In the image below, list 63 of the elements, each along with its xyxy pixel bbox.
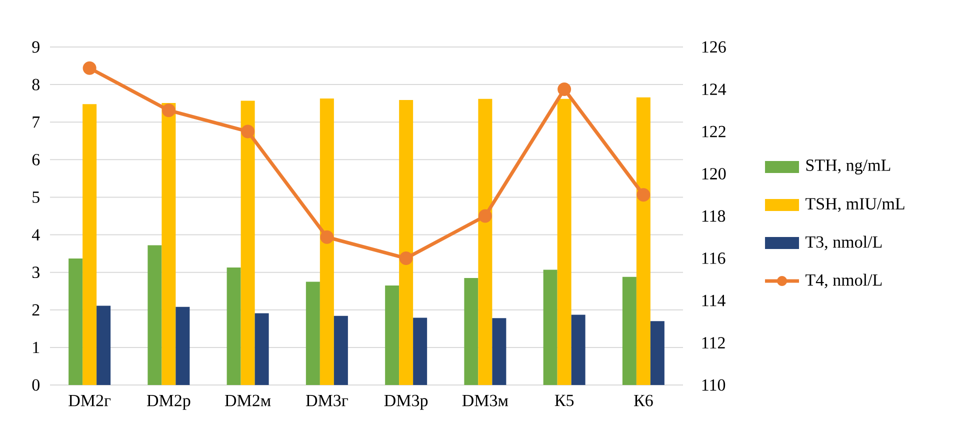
legend-label: TSH, mIU/mL: [806, 198, 904, 212]
bar: [148, 245, 162, 385]
y-tick-label: 2: [32, 304, 40, 316]
bar: [492, 318, 506, 385]
legend-label: T4, nmol/L: [806, 274, 882, 288]
y2-tick-label: 118: [702, 210, 726, 222]
x-tick-label: К5: [554, 394, 574, 406]
y-tick-label: 4: [32, 229, 40, 240]
y2-tick-label: 112: [702, 337, 725, 348]
x-tick-label: DM2г: [68, 394, 111, 406]
y-tick-label: 8: [32, 78, 40, 90]
bar: [464, 278, 478, 385]
y-tick-label: 5: [32, 192, 40, 203]
x-tick-label: К6: [634, 394, 653, 406]
x-tick-label: DM3г: [306, 394, 348, 406]
bar: [82, 104, 97, 385]
y2-tick-label: 126: [702, 41, 726, 53]
legend-label: T3, nmol/L: [806, 236, 882, 250]
y-tick-label: 6: [32, 154, 40, 166]
point: [241, 124, 255, 138]
y2-tick-label: 116: [702, 252, 726, 264]
point: [399, 252, 413, 265]
point: [558, 82, 572, 96]
y-tick-label: 7: [32, 116, 40, 128]
x-tick-label: DM2м: [224, 394, 271, 406]
y2-tick-label: 124: [702, 84, 726, 95]
bar: [557, 98, 572, 385]
bar: [226, 267, 241, 385]
bar: [571, 314, 586, 385]
legend-label: STH, ng/mL: [806, 160, 890, 174]
bar: [162, 102, 176, 385]
bar: [176, 306, 190, 385]
bar: [96, 306, 111, 385]
bar: [399, 100, 414, 385]
y-tick-label: 0: [32, 379, 40, 391]
bar: [254, 313, 269, 385]
bar: [334, 316, 348, 385]
point: [636, 188, 650, 202]
y-tick-label: 9: [32, 41, 40, 53]
bar: [636, 97, 650, 385]
bar: [543, 270, 558, 385]
y-tick-label: 1: [33, 342, 40, 354]
y2-tick-label: 110: [702, 379, 726, 391]
x-tick-label: DM2р: [146, 394, 190, 410]
y2-tick-label: 120: [702, 168, 726, 180]
point: [162, 104, 176, 118]
bar: [622, 276, 636, 385]
y-tick-label: 3: [32, 266, 40, 278]
point: [82, 61, 96, 75]
bar: [385, 285, 400, 385]
y2-tick-label: 114: [702, 294, 726, 306]
bar: [320, 98, 334, 385]
bar: [650, 321, 664, 385]
point: [320, 230, 334, 244]
point: [478, 209, 492, 223]
y2-tick-label: 122: [702, 126, 726, 138]
bar: [478, 98, 492, 385]
bar: [413, 318, 428, 385]
x-tick-label: DM3р: [384, 394, 428, 410]
bar: [68, 258, 83, 385]
x-tick-label: DM3м: [462, 394, 508, 406]
bar: [306, 282, 320, 385]
bar: [240, 100, 255, 385]
